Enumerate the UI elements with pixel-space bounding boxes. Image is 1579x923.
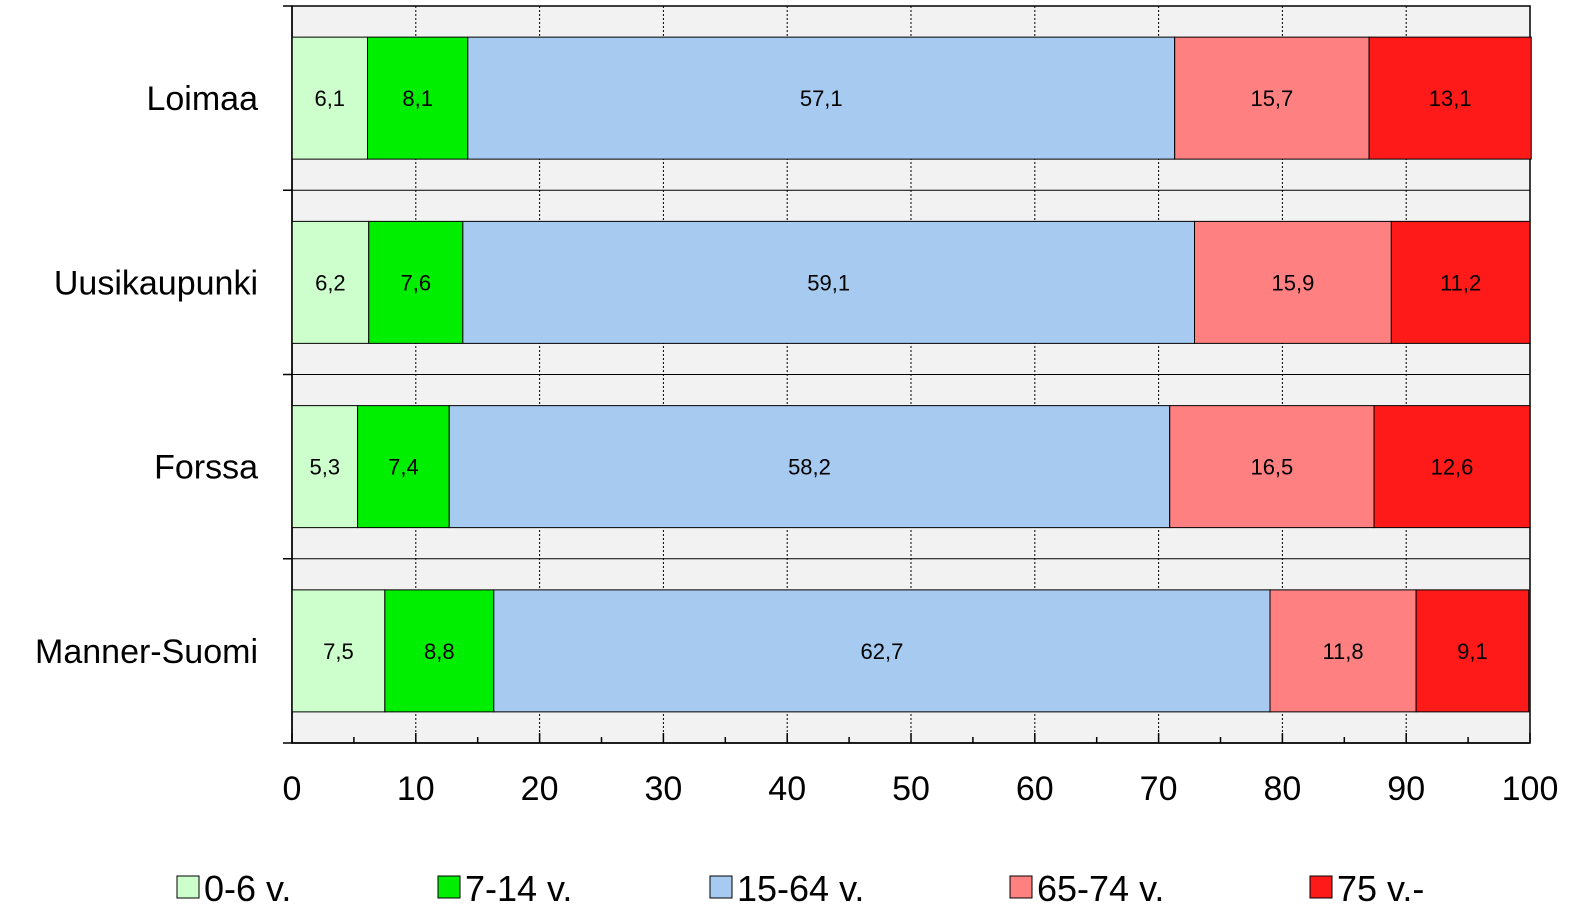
legend-swatch: [437, 875, 461, 899]
legend-swatch: [1009, 875, 1033, 899]
bar-segment: [357, 405, 450, 529]
bar-segment: [1269, 589, 1417, 713]
bar-segment: [1368, 36, 1532, 160]
data-label: 7,4: [388, 455, 419, 480]
x-tick-label: 60: [1016, 770, 1054, 808]
data-label: 12,6: [1431, 455, 1474, 480]
category-label: Forssa: [154, 449, 258, 487]
x-tick-label: 90: [1387, 770, 1425, 808]
bar-segment: [368, 220, 464, 344]
data-label: 62,7: [860, 639, 903, 664]
data-label: 11,8: [1322, 639, 1363, 664]
legend-label: 0-6 v.: [204, 868, 291, 909]
legend-swatch: [1309, 875, 1333, 899]
legend: 0-6 v. 7-14 v. 15-64 v. 65-74 v. 75 v.-: [176, 868, 1424, 909]
data-label: 6,1: [314, 86, 345, 111]
x-tick-label: 50: [892, 770, 930, 808]
bar-segment: [1390, 220, 1531, 344]
bars: 6,1 8,1 57,1 15,7 13,1 6,2 7,6 59,1 15,9 11,2 5,3 7…: [291, 36, 1532, 713]
bar-segment: [1194, 220, 1392, 344]
bar-segment: [1169, 405, 1375, 529]
legend-swatch: [709, 875, 733, 899]
x-tick-label: 80: [1263, 770, 1301, 808]
bar-segment: [1373, 405, 1531, 529]
bar-segment: [448, 405, 1171, 529]
legend-label: 75 v.-: [1337, 868, 1424, 909]
data-label: 7,6: [401, 270, 432, 295]
data-label: 58,2: [788, 455, 831, 480]
bar-segment: [367, 36, 469, 160]
bar-segment: [1174, 36, 1370, 160]
category-label: Uusikaupunki: [54, 264, 258, 302]
data-label: 9,1: [1457, 639, 1488, 664]
x-tick-label: 40: [768, 770, 806, 808]
x-tick-label: 30: [644, 770, 682, 808]
data-label: 11,2: [1440, 270, 1481, 295]
legend-label: 15-64 v.: [737, 868, 864, 909]
bar-segment: [291, 405, 359, 529]
legend-label: 65-74 v.: [1037, 868, 1164, 909]
x-tick-label: 100: [1502, 770, 1559, 808]
axes: Loimaa Uusikaupunki Forssa Manner-Suomi 0 10 2…: [35, 5, 1559, 808]
category-label: Manner-Suomi: [35, 633, 258, 671]
bar-segment: [384, 589, 495, 713]
bar-segment: [1415, 589, 1530, 713]
x-tick-label: 70: [1140, 770, 1178, 808]
legend-swatch: [176, 875, 200, 899]
data-label: 6,2: [315, 270, 346, 295]
bar-segment: [467, 36, 1176, 160]
data-label: 8,1: [402, 86, 433, 111]
data-label: 15,9: [1272, 270, 1315, 295]
data-label: 15,7: [1250, 86, 1293, 111]
bar-segment: [462, 220, 1196, 344]
gridlines: [292, 6, 1530, 743]
x-tick-label: 20: [521, 770, 559, 808]
data-label: 5,3: [310, 455, 341, 480]
data-label: 16,5: [1250, 455, 1293, 480]
data-label: 8,8: [424, 639, 455, 664]
category-label: Loimaa: [146, 80, 258, 118]
legend-label: 7-14 v.: [465, 868, 572, 909]
x-tick-label: 0: [283, 770, 302, 808]
data-label: 7,5: [323, 639, 354, 664]
x-tick-label: 10: [397, 770, 435, 808]
data-label: 57,1: [800, 86, 843, 111]
data-label: 59,1: [807, 270, 850, 295]
data-label: 13,1: [1429, 86, 1472, 111]
